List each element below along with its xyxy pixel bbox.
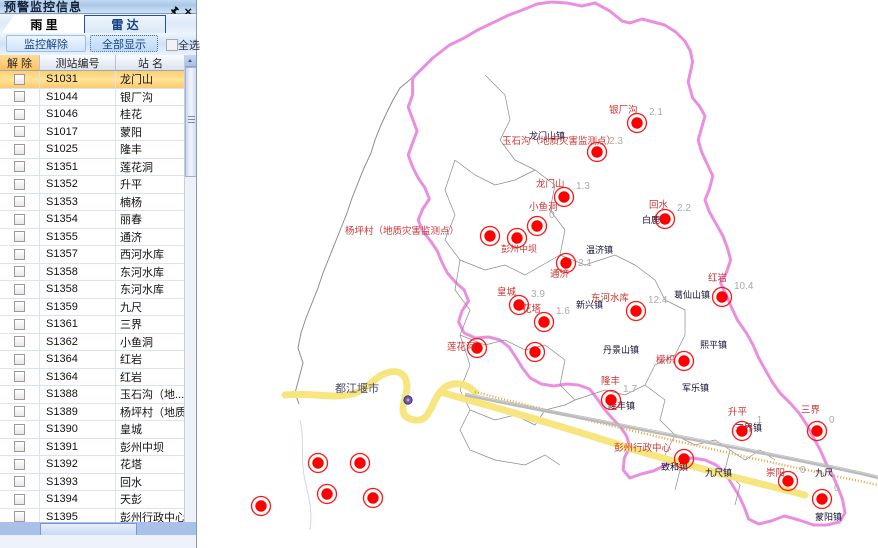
svg-text:红岩: 红岩 [708, 272, 727, 284]
svg-text:0: 0 [829, 415, 835, 426]
svg-text:12.4: 12.4 [648, 295, 668, 306]
svg-text:花塔: 花塔 [522, 303, 542, 315]
svg-text:2.1: 2.1 [649, 107, 663, 118]
svg-text:彭州中坝: 彭州中坝 [501, 243, 537, 254]
svg-text:3.9: 3.9 [531, 289, 545, 300]
svg-text:熙平镇: 熙平镇 [700, 339, 727, 350]
svg-text:1.3: 1.3 [576, 181, 590, 192]
svg-text:莲花河: 莲花河 [447, 341, 476, 353]
svg-text:通济: 通济 [550, 268, 570, 280]
svg-text:都江堰市: 都江堰市 [335, 381, 379, 395]
svg-text:1.6: 1.6 [556, 306, 570, 317]
svg-text:葛仙山镇: 葛仙山镇 [674, 289, 710, 300]
svg-text:九尺: 九尺 [815, 468, 833, 478]
svg-text:九尺镇: 九尺镇 [705, 467, 732, 478]
svg-text:回水: 回水 [649, 199, 669, 211]
svg-text:1.7: 1.7 [623, 384, 637, 395]
svg-text:.1: .1 [754, 415, 763, 426]
svg-text:皇城: 皇城 [497, 286, 517, 298]
svg-text:龙门山: 龙门山 [536, 178, 565, 190]
svg-text:10.4: 10.4 [734, 281, 754, 292]
svg-text:2.1: 2.1 [578, 258, 592, 269]
svg-text:0: 0 [834, 483, 840, 494]
svg-text:丹景山镇: 丹景山镇 [603, 344, 639, 355]
svg-text:温济镇: 温济镇 [586, 244, 613, 255]
svg-text:杨坪村（地质灾害监测点）: 杨坪村（地质灾害监测点） [345, 225, 459, 237]
svg-text:玉石沟（地质灾害监测点）: 玉石沟（地质灾害监测点） [502, 135, 616, 147]
svg-text:2.3: 2.3 [609, 136, 623, 147]
svg-text:蒙阳镇: 蒙阳镇 [815, 511, 842, 522]
svg-text:0: 0 [549, 210, 555, 221]
svg-text:升平: 升平 [728, 407, 748, 418]
svg-text:檬枳: 檬枳 [656, 354, 676, 366]
svg-text:隆丰: 隆丰 [601, 375, 620, 387]
svg-text:崇阳: 崇阳 [766, 468, 785, 479]
svg-text:彭州行政中心: 彭州行政中心 [614, 442, 672, 454]
svg-text:三界: 三界 [801, 405, 821, 416]
svg-text:银厂沟: 银厂沟 [609, 104, 638, 116]
svg-text:军乐镇: 军乐镇 [682, 382, 709, 393]
svg-text:东河水库: 东河水库 [591, 292, 630, 304]
svg-text:0: 0 [800, 465, 806, 476]
svg-text:2.2: 2.2 [677, 203, 691, 214]
